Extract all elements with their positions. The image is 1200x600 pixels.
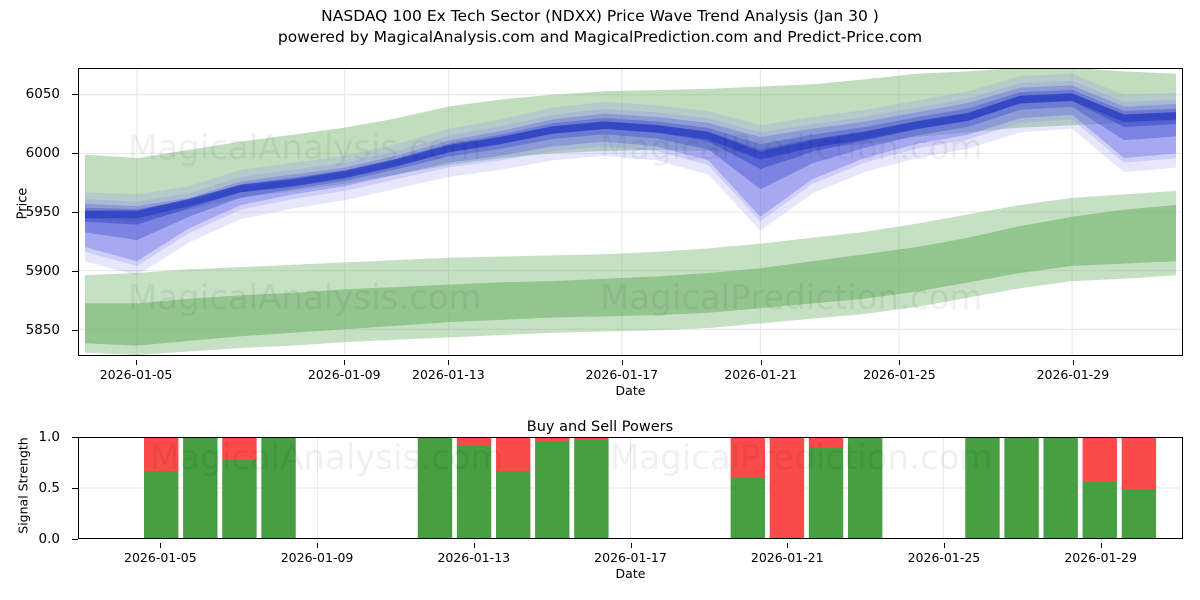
price-y-tick-mark [72,212,78,213]
signal-y-tick-mark [72,437,78,438]
signal-bar-buy [1082,482,1117,538]
signal-bar-buy [495,471,531,538]
signal-bar-buy [1043,438,1078,538]
signal-y-tick-mark [72,488,78,489]
signal-bar-sell [222,438,257,460]
price-x-tick-label: 2026-01-13 [412,367,485,382]
signal-x-tick-mark [630,543,632,548]
signal-bar-buy [456,446,492,538]
signal-bar-sell [456,438,492,446]
price-x-tick-mark [1072,360,1074,365]
price-y-tick-label: 5900 [25,263,60,280]
signal-bar-buy [183,438,218,538]
signal-y-tick-label: 0.0 [38,531,60,547]
signal-x-tick-label: 2026-01-13 [437,550,511,565]
signal-bar-sell [1121,438,1157,489]
signal-x-tick-mark [160,543,162,548]
price-y-tick-mark [72,152,78,154]
signal-x-tick-label: 2026-01-25 [907,550,981,565]
price-x-tick-mark [136,360,138,365]
wave-envelope-outer [84,73,1177,276]
signal-axis-x-title: Date [615,566,646,581]
price-wave-chart [78,68,1183,356]
signal-x-tick-label: 2026-01-17 [594,550,667,565]
signal-bar-sell [144,438,179,471]
signal-bar-buy [535,441,570,538]
price-wave-svg [79,69,1182,355]
price-y-tick-label: 5950 [25,204,60,220]
signal-x-tick-mark [943,543,945,548]
price-x-tick-label: 2026-01-17 [585,367,659,382]
signal-bar-buy [417,438,453,538]
price-axis-x-title: Date [615,383,646,398]
signal-bar-sell [574,438,609,440]
signal-x-tick-mark [473,543,475,548]
price-axis-x-labels: 2026-01-05 2026-01-09 2026-01-13 2026-01-17… [78,360,1183,382]
signal-bar-buy [574,440,609,538]
signal-x-tick-label: 2026-01-29 [1064,550,1137,565]
price-y-tick-mark [72,330,78,332]
signal-bar-sell [535,438,570,441]
signal-bar-sell [730,438,766,477]
signal-bar-buy [1121,489,1157,538]
signal-bar-sell [1082,438,1117,482]
signal-bar-buy [261,438,296,538]
signal-x-tick-mark [1100,543,1102,548]
price-x-tick-mark [621,360,623,365]
chart-title-block: NASDAQ 100 Ex Tech Sector (NDXX) Price W… [0,6,1200,48]
wave-centerline [84,93,1177,219]
signal-y-tick-label: 0.5 [38,480,60,496]
chart-title-main: NASDAQ 100 Ex Tech Sector (NDXX) Price W… [321,7,879,25]
price-y-tick-label: 5850 [25,322,60,339]
price-x-tick-mark [344,360,346,365]
price-x-tick-mark [899,360,901,365]
price-x-tick-label: 2026-01-09 [307,367,381,382]
signal-bar-sell [769,438,805,538]
signal-bar-buy [965,438,1000,538]
signal-chart-title: Buy and Sell Powers [526,419,674,435]
price-y-tick-mark [72,271,78,273]
signal-x-tick-label: 2026-01-05 [124,550,197,565]
signal-bar-sell [495,438,531,471]
signal-bar-buy [144,471,179,538]
signal-axis-y-labels: 0.0 0.5 1.0 [0,429,78,547]
price-x-tick-mark [448,360,450,365]
signal-bar-buy [808,448,844,538]
signal-y-tick-mark [72,539,78,540]
signal-x-tick-label: 2026-01-09 [280,550,354,565]
signal-bar-sell [808,438,844,448]
signal-x-tick-mark [787,543,789,548]
signal-x-tick-label: 2026-01-21 [750,550,824,565]
price-axis-y-labels: 5850 5900 5950 6000 6050 [0,68,78,356]
price-x-tick-label: 2026-01-21 [724,367,797,382]
price-y-tick-label: 6000 [25,144,60,161]
price-x-tick-label: 2026-01-05 [99,367,173,382]
signal-bar-buy [222,460,257,538]
lower-inner-green-band [84,204,1177,346]
buy-sell-powers-svg [79,438,1182,538]
signal-x-tick-mark [317,543,319,548]
buy-sell-powers-chart [78,437,1183,539]
signal-bar-buy [730,477,766,538]
price-y-tick-label: 6050 [25,85,60,102]
price-x-tick-mark [760,360,762,365]
upper-green-band [84,69,1177,222]
signal-axis-x-labels: 2026-01-05 2026-01-09 2026-01-13 2026-01-17… [78,543,1183,565]
price-x-tick-label: 2026-01-25 [863,367,936,382]
signal-bar-buy [1004,438,1039,538]
chart-title-subtitle: powered by MagicalAnalysis.com and Magic… [277,28,923,46]
price-x-tick-label: 2026-01-29 [1036,367,1110,382]
price-y-tick-mark [72,93,78,95]
signal-y-tick-label: 1.0 [38,429,60,445]
signal-bar-buy [847,438,883,538]
